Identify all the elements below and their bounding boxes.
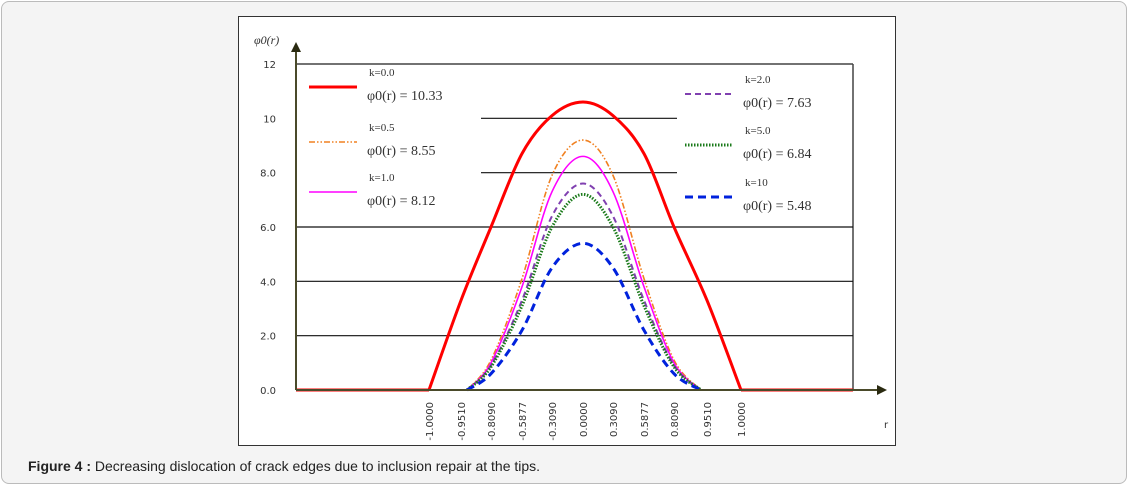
y-axis-label: φ0(r) <box>254 33 279 47</box>
x-tick-label: -0.3090 <box>548 402 559 441</box>
caption-label: Figure 4 : <box>28 458 92 474</box>
series-line-k10 <box>466 241 702 392</box>
x-axis-label: r <box>884 420 889 431</box>
legend-label: k=0.5 <box>369 122 395 134</box>
y-tick-label: 6.0 <box>260 223 276 234</box>
legend-label: k=0.0 <box>369 67 395 79</box>
y-tick-label: 4.0 <box>260 277 276 288</box>
x-tick-label: -0.9510 <box>457 402 468 441</box>
y-axis-arrow-icon <box>291 42 301 52</box>
y-tick-label: 12 <box>263 60 276 71</box>
x-tick-label: 0.9510 <box>703 402 714 437</box>
legend-formula: φ0(r) = 8.12 <box>367 194 435 209</box>
x-tick-label: 0.8090 <box>670 402 681 437</box>
x-axis-arrow-icon <box>877 385 887 395</box>
x-tick-label: -1.0000 <box>425 402 436 441</box>
legend-formula: φ0(r) = 10.33 <box>367 89 442 104</box>
x-tick-label: 1.0000 <box>737 402 748 437</box>
legend-label: k=5.0 <box>745 125 771 137</box>
legend-formula: φ0(r) = 7.63 <box>743 96 811 111</box>
legend-label: k=10 <box>745 177 768 189</box>
y-tick-label: 2.0 <box>260 332 276 343</box>
legend-formula: φ0(r) = 8.55 <box>367 144 435 159</box>
x-tick-label: 0.0000 <box>579 402 590 437</box>
y-tick-label: 10 <box>263 114 276 125</box>
caption-text: Decreasing dislocation of crack edges du… <box>91 458 541 474</box>
series-line-k20 <box>466 182 702 391</box>
chart-figure: 0.0 2.0 4.0 6.0 8.0 10 12 -1.0000 -0.9510 -0.8090… <box>238 16 896 446</box>
series-line-k00 <box>427 100 743 391</box>
figure-caption: Figure 4 : Decreasing dislocation of cra… <box>28 458 540 474</box>
x-tick-label: -0.8090 <box>487 402 498 441</box>
y-tick-label: 0.0 <box>260 386 276 397</box>
x-tick-label: 0.5877 <box>640 402 651 437</box>
line-chart: 0.0 2.0 4.0 6.0 8.0 10 12 -1.0000 -0.9510 -0.8090… <box>254 33 889 441</box>
x-tick-label: -0.5877 <box>518 402 529 441</box>
legend-formula: φ0(r) = 5.48 <box>743 199 811 214</box>
legend-label: k=1.0 <box>369 172 395 184</box>
legend-formula: φ0(r) = 6.84 <box>743 147 811 162</box>
series-line-k10 <box>466 155 702 391</box>
legend-label: k=2.0 <box>745 74 771 86</box>
series-line-k05 <box>466 139 702 391</box>
x-tick-label: 0.3090 <box>609 402 620 437</box>
y-tick-label: 8.0 <box>260 169 276 180</box>
